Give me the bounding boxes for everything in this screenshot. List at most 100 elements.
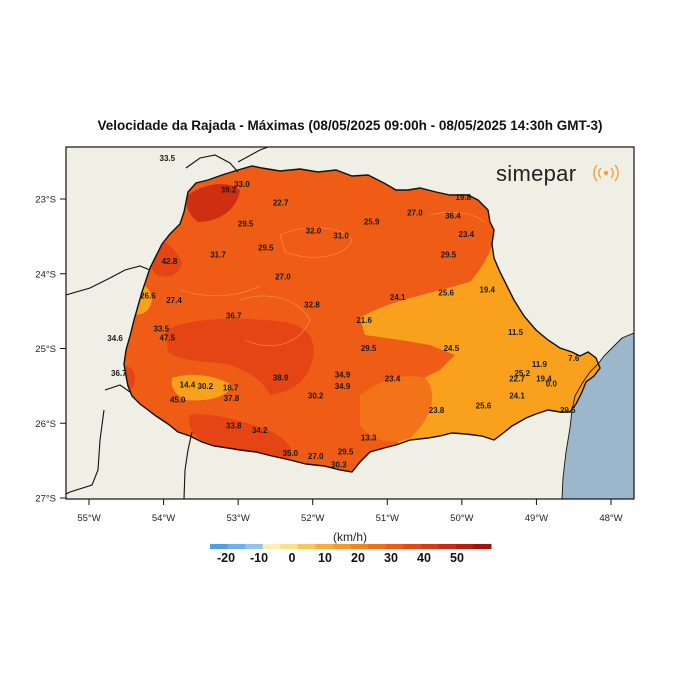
colorbar: -20 -10 0 10 20 30 40 50 — [210, 544, 492, 565]
station-values: 33.5 33.039.2 22.7 19.8 27.0 36.4 25.9 29.5 32.0… — [107, 154, 580, 469]
lon-tick-label: 52°W — [301, 513, 324, 524]
gust-zone-north-high — [186, 183, 240, 222]
gust-zone-south-high — [189, 414, 292, 459]
station-value: 32.8 — [304, 300, 320, 309]
station-value: 42.8 — [162, 257, 178, 266]
station-value: 23.8 — [429, 406, 445, 415]
station-value: 29.5 — [258, 244, 274, 253]
station-value: 34.9 — [335, 382, 351, 391]
colorbar-swatch — [262, 544, 281, 549]
lat-tick-label: 24°S — [35, 269, 56, 280]
station-value: 39.2 — [221, 185, 237, 194]
lon-tick-label: 50°W — [450, 513, 473, 524]
station-value: 18.7 — [223, 383, 239, 392]
station-value: 45.0 — [170, 395, 186, 404]
gust-zone-25-30 — [360, 375, 433, 442]
coastline — [561, 332, 634, 499]
lon-tick-label: 49°W — [525, 513, 548, 524]
colorbar-swatch — [227, 544, 246, 549]
station-value: 7.6 — [568, 354, 580, 363]
map-frame — [65, 146, 635, 500]
colorbar-swatch — [332, 544, 351, 549]
station-value: 19.4 — [536, 374, 552, 383]
station-value: 33.0 — [234, 180, 250, 189]
station-value: 13.3 — [361, 433, 377, 442]
lon-tick-label: 48°W — [599, 513, 622, 524]
station-value: 19.4 — [479, 285, 495, 294]
contour-lines — [179, 212, 486, 346]
station-value: 27.4 — [166, 296, 182, 305]
colorbar-swatch — [473, 544, 492, 549]
station-value: 22.7 — [509, 374, 525, 383]
station-value: 34.6 — [107, 334, 123, 343]
station-value: 14.4 — [180, 380, 196, 389]
station-value: 25.9 — [364, 217, 380, 226]
colorbar-swatch — [420, 544, 439, 549]
colorbar-swatch — [350, 544, 369, 549]
colorbar-swatch — [403, 544, 422, 549]
station-value: 38.9 — [273, 374, 289, 383]
parana-border — [123, 165, 601, 473]
brand-logo-text: simepar — [496, 161, 576, 186]
station-value: 47.5 — [160, 333, 176, 342]
colorbar-label: 50 — [450, 551, 464, 565]
lat-tick-label: 27°S — [35, 494, 56, 505]
station-value: 0.0 — [546, 380, 558, 389]
axis-ticks: 23°S 24°S 25°S 26°S 27°S 55°W 54°W 53°W 52°W 51°W… — [35, 195, 622, 525]
gust-zone-southwest-low — [171, 374, 232, 401]
colorbar-label: 30 — [384, 551, 398, 565]
station-value: 24.5 — [444, 344, 460, 353]
station-value: 27.0 — [308, 452, 324, 461]
station-value: 11.5 — [508, 328, 524, 337]
station-value: 24.1 — [390, 293, 406, 302]
station-value: 31.7 — [210, 250, 226, 259]
station-value: 29.5 — [560, 406, 576, 415]
colorbar-label: 0 — [289, 551, 296, 565]
station-value: 21.6 — [356, 316, 372, 325]
colorbar-label: -10 — [250, 551, 268, 565]
neighbor-borders — [66, 147, 269, 499]
colorbar-label: -20 — [217, 551, 235, 565]
station-value: 30.3 — [331, 460, 347, 469]
signal-icon — [593, 164, 619, 182]
colorbar-swatch — [438, 544, 457, 549]
station-value: 27.0 — [407, 208, 423, 217]
colorbar-swatch — [297, 544, 316, 549]
station-value: 37.8 — [224, 394, 240, 403]
station-value: 33.5 — [154, 324, 170, 333]
colorbar-swatch — [385, 544, 404, 549]
station-value: 36.7 — [111, 369, 127, 378]
colorbar-unit: (km/h) — [333, 530, 367, 544]
station-value: 25.2 — [514, 369, 530, 378]
station-value: 33.5 — [160, 154, 176, 163]
station-value: 36.7 — [226, 312, 242, 321]
station-value: 30.2 — [308, 392, 324, 401]
colorbar-label: 20 — [351, 551, 365, 565]
station-value: 30.2 — [198, 382, 214, 391]
colorbar-label: 10 — [318, 551, 332, 565]
station-value: 32.0 — [306, 226, 322, 235]
colorbar-swatch — [245, 544, 264, 549]
lon-tick-label: 55°W — [77, 513, 100, 524]
station-value: 29.5 — [361, 344, 377, 353]
station-value: 29.5 — [338, 448, 354, 457]
station-value: 36.4 — [445, 211, 461, 220]
station-value: 25.6 — [476, 401, 492, 410]
lon-tick-label: 51°W — [376, 513, 399, 524]
station-value: 33.8 — [226, 421, 242, 430]
station-value: 23.4 — [385, 374, 401, 383]
ocean — [562, 333, 634, 499]
station-value: 19.8 — [456, 193, 472, 202]
contour-line — [279, 227, 353, 258]
station-value: 26.6 — [140, 291, 156, 300]
station-value: 35.0 — [283, 449, 299, 458]
contour-line — [239, 295, 311, 346]
station-value: 31.0 — [333, 232, 349, 241]
station-value: 34.2 — [252, 426, 268, 435]
station-value: 23.4 — [459, 230, 475, 239]
lat-tick-label: 23°S — [35, 195, 56, 206]
lat-tick-label: 26°S — [35, 419, 56, 430]
contour-line — [429, 212, 486, 223]
station-value: 24.1 — [509, 392, 525, 401]
